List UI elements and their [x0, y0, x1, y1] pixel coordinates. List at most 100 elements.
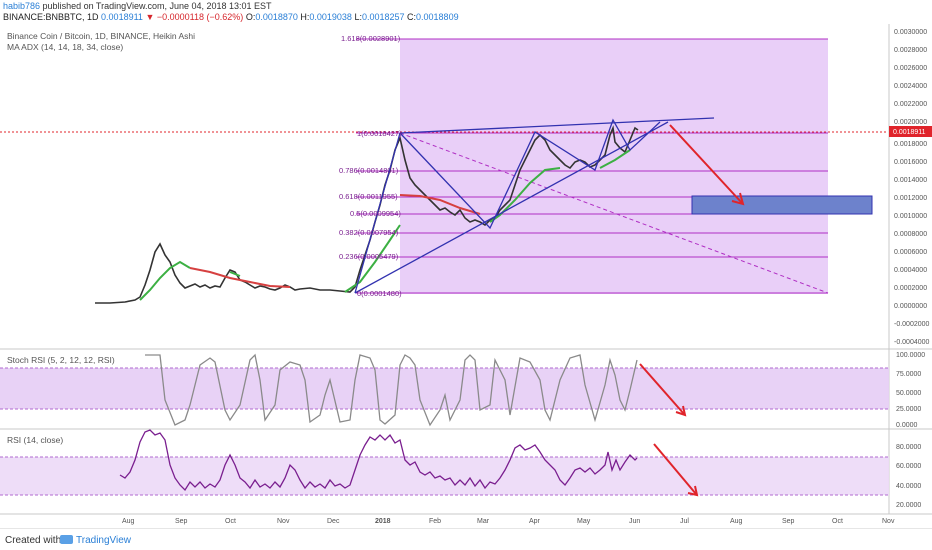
- stoch-tick: 75.0000: [896, 371, 921, 378]
- low-value: 0.0018257: [361, 12, 405, 22]
- rsi-axis[interactable]: 80.0000 60.0000 40.0000 20.0000: [896, 444, 921, 509]
- price-tick: 0.0010000: [894, 213, 927, 220]
- price-tick: 0.0000000: [894, 303, 927, 310]
- price-tick: 0.0020000: [894, 119, 927, 126]
- fib-label: 0.5(0.0009954): [350, 209, 401, 218]
- ma-adx-line: [139, 260, 191, 301]
- tradingview-logo[interactable]: TradingView: [60, 535, 131, 546]
- price-tick: 0.0008000: [894, 231, 927, 238]
- fib-label: 0.786(0.0014801): [339, 166, 399, 175]
- price-tick: 0.0030000: [894, 29, 927, 36]
- time-tick: 2018: [375, 518, 391, 525]
- chart-title-legend[interactable]: Binance Coin / Bitcoin, 1D, BINANCE, Hei…: [7, 31, 196, 41]
- time-tick: Nov: [882, 518, 895, 525]
- fib-extension-fill: [400, 39, 828, 294]
- time-tick: Jun: [629, 518, 640, 525]
- time-tick: Nov: [277, 518, 290, 525]
- stoch-tick: 25.0000: [896, 406, 921, 413]
- time-tick: May: [577, 518, 591, 525]
- stoch-k-line: [145, 353, 638, 427]
- rising-wedge-pattern: [354, 117, 715, 294]
- time-axis[interactable]: Aug Sep Oct Nov Dec 2018 Feb Mar Apr May…: [122, 518, 895, 525]
- footer: Created with TradingView: [0, 528, 932, 550]
- price-tick: -0.0004000: [894, 339, 930, 346]
- high-value: 0.0019038: [309, 12, 352, 22]
- price-tick: 0.0024000: [894, 83, 927, 90]
- price-tick: 0.0028000: [894, 47, 927, 54]
- fib-trend-dashed-line: [399, 132, 829, 294]
- stoch-tick: 100.0000: [896, 352, 925, 359]
- created-with-text: Created with: [5, 535, 62, 546]
- rsi-band-fill: [0, 457, 889, 495]
- rsi-tick: 20.0000: [896, 502, 921, 509]
- rsi-line: [119, 429, 638, 492]
- rsi-legend[interactable]: RSI (14, close): [7, 435, 64, 445]
- open-value: 0.0018870: [255, 12, 298, 22]
- current-price-badge: [889, 126, 932, 137]
- stoch-rsi-pane: [0, 353, 889, 427]
- price-change: −0.0000118 (−0.62%): [156, 12, 244, 22]
- time-tick: Apr: [529, 518, 541, 525]
- price-tick: 0.0018000: [894, 141, 927, 148]
- time-tick: Feb: [429, 518, 441, 525]
- target-zone-box: [691, 195, 873, 215]
- price-tick: 0.0004000: [894, 267, 927, 274]
- fib-label: 1(0.0018427): [357, 129, 402, 138]
- fib-label: 1.618(0.0028901): [341, 34, 401, 43]
- price-tick: 0.0026000: [894, 65, 927, 72]
- fib-label: 0.618(0.0011955): [339, 192, 398, 201]
- author-link[interactable]: habib786: [3, 1, 41, 11]
- ma-adx-legend[interactable]: MA ADX (14, 14, 18, 34, close): [7, 42, 124, 52]
- tradingview-brand: TradingView: [76, 535, 132, 546]
- fib-label: 0.236(0.0005479): [339, 252, 399, 261]
- rsi-tick: 80.0000: [896, 444, 921, 451]
- rsi-pane: [0, 429, 889, 497]
- high-label: H:: [300, 12, 310, 22]
- time-tick: Dec: [327, 518, 340, 525]
- price-tick: 0.0016000: [894, 159, 927, 166]
- last-price: 0.0018911: [101, 12, 143, 22]
- down-triangle-icon: ▼: [145, 12, 155, 22]
- stoch-rsi-legend[interactable]: Stoch RSI (5, 2, 12, 12, RSI): [7, 355, 115, 365]
- close-value: 0.0018809: [416, 12, 459, 22]
- price-tick: 0.0002000: [894, 285, 927, 292]
- price-tick: 0.0006000: [894, 249, 927, 256]
- rsi-tick: 60.0000: [896, 463, 921, 470]
- time-tick: Aug: [122, 518, 135, 525]
- symbol-label[interactable]: BINANCE:BNBBTC, 1D: [3, 12, 99, 22]
- stoch-axis[interactable]: 100.0000 75.0000 50.0000 25.0000 0.0000: [896, 352, 925, 429]
- price-tick: -0.0002000: [894, 321, 930, 328]
- time-tick: Sep: [782, 518, 795, 525]
- stoch-tick: 0.0000: [896, 422, 918, 429]
- stoch-band-fill: [0, 368, 889, 409]
- open-label: O:: [245, 12, 256, 22]
- time-tick: Jul: [680, 518, 689, 525]
- tradingview-logo-icon: [60, 535, 73, 544]
- price-tick: 0.0012000: [894, 195, 927, 202]
- fib-label: 0(0.0001480): [357, 289, 402, 298]
- down-arrow-rsi: [653, 443, 699, 497]
- fib-label-group: 1.618(0.0028901) 1(0.0018427) 0.786(0.00…: [339, 34, 402, 298]
- price-tick: 0.0014000: [894, 177, 927, 184]
- stoch-tick: 50.0000: [896, 390, 921, 397]
- time-tick: Mar: [477, 518, 490, 525]
- fib-levels: [356, 38, 828, 294]
- time-tick: Oct: [832, 518, 843, 525]
- fib-label: 0.382(0.0007954): [339, 228, 399, 237]
- price-axis[interactable]: 0.0030000 0.0028000 0.0026000 0.0024000 …: [894, 29, 930, 346]
- rsi-tick: 40.0000: [896, 483, 921, 490]
- time-tick: Aug: [730, 518, 743, 525]
- price-tick: 0.0022000: [894, 101, 927, 108]
- down-arrow-stoch: [639, 363, 687, 417]
- publish-text: published on TradingView.com, June 04, 2…: [40, 1, 272, 11]
- time-tick: Oct: [225, 518, 236, 525]
- current-price-label: 0.0018911: [893, 129, 926, 136]
- publish-info: habib786 published on TradingView.com, J…: [3, 1, 272, 12]
- down-arrow-main: [669, 124, 745, 206]
- time-tick: Sep: [175, 518, 188, 525]
- ohlc-bar: BINANCE:BNBBTC, 1D 0.0018911 ▼ −0.000011…: [3, 12, 459, 23]
- main-pane: 1.618(0.0028901) 1(0.0018427) 0.786(0.00…: [0, 34, 888, 304]
- close-label: C:: [407, 12, 417, 22]
- low-label: L:: [354, 12, 362, 22]
